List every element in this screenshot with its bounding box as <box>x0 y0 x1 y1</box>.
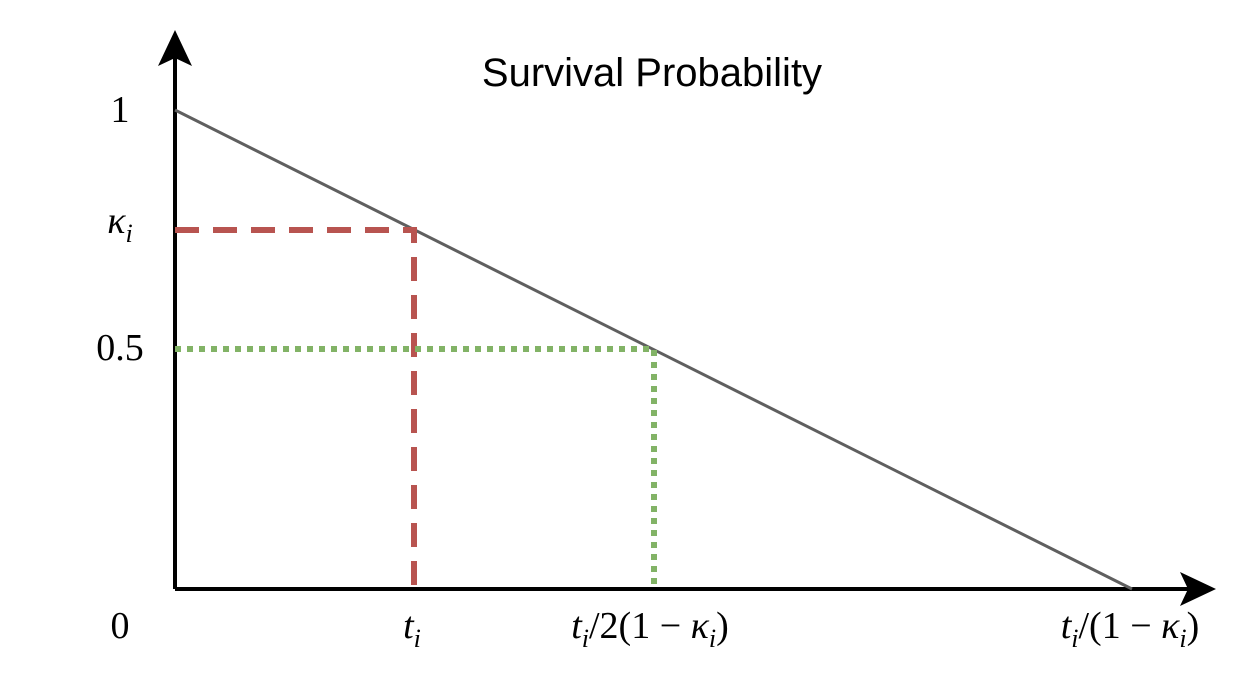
y-label: κi <box>107 200 132 248</box>
label-part: t <box>571 605 583 647</box>
label-part: 1 <box>111 89 130 131</box>
label-part: ) <box>716 605 729 647</box>
label-part: κ <box>691 605 710 647</box>
x-label: ti <box>403 605 421 653</box>
label-part: ) <box>1187 605 1200 647</box>
half-guide <box>175 346 657 589</box>
label-part: κ <box>1161 605 1180 647</box>
label-part: i <box>709 624 716 653</box>
y-label: 1 <box>111 89 130 131</box>
label-part: /(1 − <box>1079 605 1162 647</box>
label-part: i <box>582 624 589 653</box>
kappa-guide <box>175 227 417 589</box>
label-part: κ <box>107 200 126 242</box>
label-part: 0 <box>111 605 130 647</box>
label-part: t <box>403 605 415 647</box>
y-label: 0 <box>111 605 130 647</box>
x-axis-arrow <box>1180 572 1216 606</box>
y-label: 0.5 <box>96 327 144 369</box>
label-part: i <box>1071 624 1078 653</box>
survival-line <box>174 108 1133 591</box>
y-axis-arrow <box>158 30 192 66</box>
label-part: i <box>1179 624 1186 653</box>
label-part: 0.5 <box>96 327 144 369</box>
title: Survival Probability <box>482 51 822 95</box>
x-label: ti/2(1 − κi) <box>571 605 729 653</box>
label-part: i <box>126 219 133 248</box>
label-part: /2(1 − <box>589 605 691 647</box>
x-label: ti/(1 − κi) <box>1061 605 1200 653</box>
label-part: i <box>414 624 421 653</box>
label-part: t <box>1061 605 1073 647</box>
